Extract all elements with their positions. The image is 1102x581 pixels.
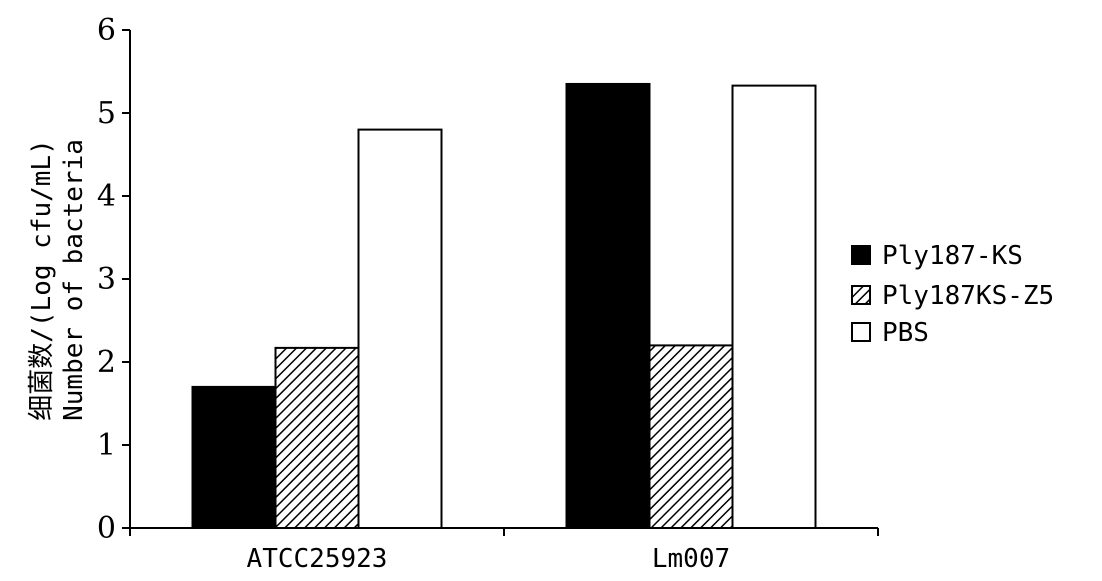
bar-pbs-atcc25923 xyxy=(357,128,443,529)
y-tick-label: 5 xyxy=(97,96,116,131)
legend-label: PBS xyxy=(882,318,929,348)
bars xyxy=(191,82,817,530)
x-category-label: ATCC25923 xyxy=(247,544,388,574)
legend-swatch xyxy=(851,245,871,265)
y-axis-label: 细菌数/(Log cfu/mL) Number of bacteria xyxy=(27,139,89,421)
y-axis-label-line2: Number of bacteria xyxy=(59,139,89,421)
x-category-label: Lm007 xyxy=(652,544,730,574)
bar-ply187ks-z5-atcc25923 xyxy=(274,346,360,530)
legend: Ply187-KS Ply187KS-Z5 PBS xyxy=(851,241,1054,348)
legend-swatch xyxy=(851,285,871,305)
y-tick-label: 4 xyxy=(97,179,116,214)
legend-swatch xyxy=(851,322,871,342)
legend-label: Ply187KS-Z5 xyxy=(882,281,1054,311)
y-axis: 0 1 2 3 4 5 6 xyxy=(97,13,131,546)
bar-ply187ks-z5-lm007 xyxy=(648,344,734,529)
bar-ply187-ks-atcc25923 xyxy=(191,385,277,529)
legend-label: Ply187-KS xyxy=(882,241,1023,271)
y-tick-label: 1 xyxy=(97,428,116,463)
y-tick-label: 3 xyxy=(97,262,116,297)
x-axis: ATCC25923 Lm007 xyxy=(129,527,879,574)
y-axis-label-line1: 细菌数/(Log cfu/mL) xyxy=(27,139,57,421)
y-tick-label: 6 xyxy=(97,13,116,48)
y-tick-label: 2 xyxy=(97,345,116,380)
bar-ply187-ks-lm007 xyxy=(565,82,651,529)
y-tick-label: 0 xyxy=(97,511,116,546)
bar-pbs-lm007 xyxy=(731,84,817,530)
